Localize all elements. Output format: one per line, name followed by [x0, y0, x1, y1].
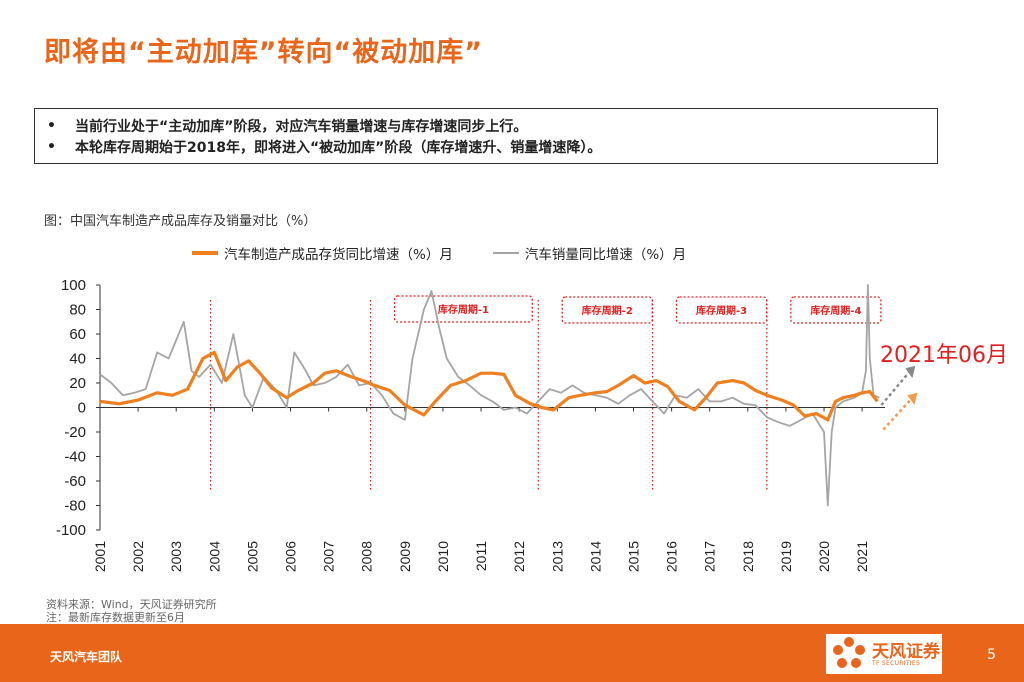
- note-line: 注：最新库存数据更新至6月: [46, 611, 185, 624]
- y-tick-label: -20: [64, 424, 86, 441]
- y-tick-label: -40: [64, 449, 86, 466]
- summary-line-1: • 当前行业处于“主动加库”阶段，对应汽车销量增速与库存增速同步上行。: [47, 115, 937, 136]
- cycle-label: 库存周期-2: [582, 304, 633, 317]
- summary-line-2: • 本轮库存周期始于2018年，即将进入“被动加库”阶段（库存增速升、销量增速降…: [47, 136, 937, 157]
- chart-legend: 汽车制造产成品存货同比增速（%）月 汽车销量同比增速（%）月: [192, 243, 726, 263]
- page-title: 即将由“主动加库”转向“被动加库”: [44, 37, 483, 68]
- x-tick-label: 2003: [168, 541, 184, 572]
- legend-item-inventory: 汽车制造产成品存货同比增速（%）月: [192, 243, 453, 263]
- source-note: 资料来源：Wind，天风证券研究所 注：最新库存数据更新至6月: [46, 598, 217, 624]
- x-tick-label: 2015: [625, 541, 641, 572]
- x-tick-label: 2007: [321, 541, 337, 572]
- x-tick-label: 2014: [587, 541, 603, 572]
- bullet-marker: •: [47, 138, 56, 155]
- source-line: 资料来源：Wind，天风证券研究所: [46, 598, 217, 611]
- y-tick-label: 20: [69, 375, 86, 392]
- x-tick-label: 2004: [206, 541, 222, 572]
- bullet-marker: •: [47, 117, 56, 134]
- cycle-label: 库存周期-3: [696, 304, 747, 317]
- x-tick-label: 2009: [397, 541, 413, 572]
- inventory-series-line: [99, 350, 879, 422]
- cycle-label: 库存周期-1: [438, 303, 489, 316]
- flower-logo-icon: [833, 637, 865, 668]
- y-tick-label: 80: [69, 302, 86, 319]
- cycle-label-box: [675, 296, 768, 324]
- y-tick-label: 0: [78, 400, 86, 417]
- logo-text: 天风证券: [872, 642, 940, 662]
- legend-swatch-sales: [492, 252, 519, 254]
- sales-projection-arrow: [880, 369, 912, 406]
- date-annotation: 2021年06月: [880, 343, 1008, 368]
- sales-series-line: [99, 284, 880, 507]
- sales-projection-arrowhead: [905, 365, 916, 379]
- inventory-projection-arrowhead: [907, 392, 918, 406]
- x-tick-label: 2018: [740, 541, 756, 572]
- y-tick-label: 100: [61, 277, 86, 294]
- page-number: 5: [987, 647, 996, 663]
- footer-bar: 天风汽车团队 天风证券 TF SECURITIES 5: [0, 624, 1024, 682]
- cycle-label-box: [561, 296, 653, 324]
- legend-label-sales: 汽车销量同比增速（%）月: [524, 247, 687, 263]
- summary-box: • 当前行业处于“主动加库”阶段，对应汽车销量增速与库存增速同步上行。 • 本轮…: [34, 108, 938, 164]
- footer-team: 天风汽车团队: [50, 650, 123, 664]
- x-tick-label: 2020: [816, 541, 832, 572]
- x-tick-label: 2006: [283, 541, 299, 572]
- chart-area: 100 80 60 40 20 0 -20 -40 -60 -80 -100 2001 2002 2003…: [56, 277, 1008, 572]
- summary-text-2: 本轮库存周期始于2018年，即将进入“被动加库”阶段（库存增速升、销量增速降）。: [75, 139, 602, 156]
- company-logo: 天风证券 TF SECURITIES: [826, 634, 942, 674]
- x-tick-label: 2012: [511, 541, 527, 572]
- x-tick-label: 2013: [549, 541, 565, 572]
- x-tick-label: 2001: [92, 541, 108, 572]
- legend-swatch-inventory: [192, 251, 218, 255]
- cycle-label-box: [393, 295, 533, 323]
- cycle-label: 库存周期-4: [810, 304, 861, 317]
- logo-subtext: TF SECURITIES: [872, 660, 921, 667]
- y-tick-label: -60: [64, 473, 86, 490]
- inventory-projection-arrow: [882, 396, 914, 431]
- cycle-label-box: [790, 296, 882, 324]
- legend-item-sales: 汽车销量同比增速（%）月: [492, 243, 687, 263]
- x-tick-label: 2016: [664, 541, 680, 572]
- summary-text-1: 当前行业处于“主动加库”阶段，对应汽车销量增速与库存增速同步上行。: [75, 118, 528, 135]
- x-tick-label: 2019: [778, 541, 794, 572]
- x-tick-label: 2008: [359, 541, 375, 572]
- y-tick-label: 60: [69, 326, 86, 343]
- x-tick-label: 2021: [854, 541, 870, 572]
- x-tick-label: 2002: [130, 541, 146, 572]
- y-tick-label: 40: [69, 351, 86, 368]
- x-tick-label: 2005: [244, 541, 260, 572]
- y-tick-label: -80: [64, 498, 86, 515]
- x-tick-label: 2017: [702, 541, 718, 572]
- y-tick-label: -100: [56, 522, 86, 539]
- legend-label-inventory: 汽车制造产成品存货同比增速（%）月: [224, 247, 453, 263]
- figure-caption: 图：中国汽车制造产成品库存及销量对比（%）: [44, 214, 317, 229]
- x-tick-label: 2011: [473, 541, 489, 571]
- x-tick-label: 2010: [435, 541, 451, 572]
